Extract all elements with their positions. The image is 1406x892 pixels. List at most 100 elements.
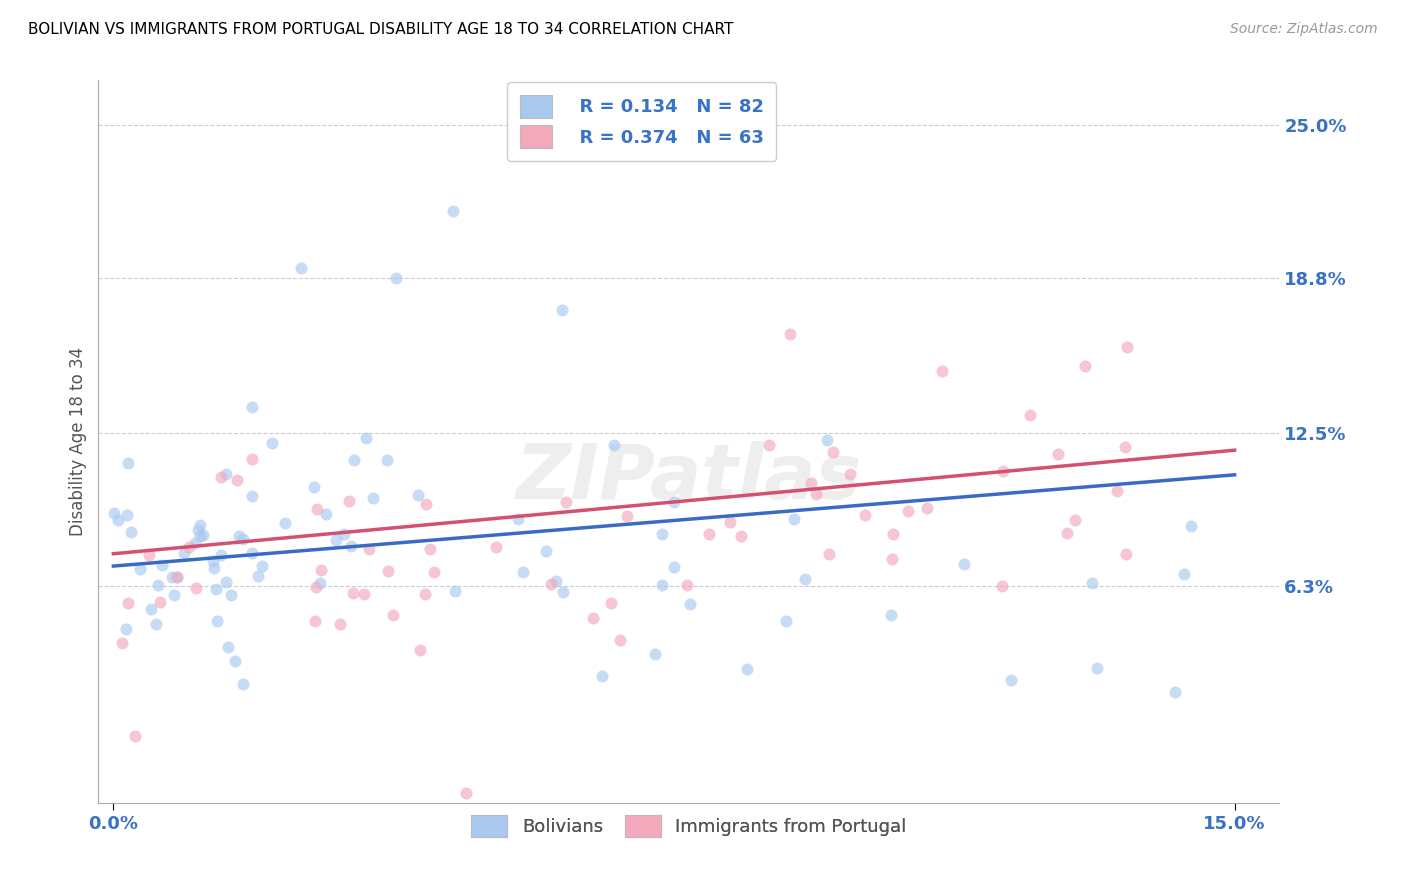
Point [1063, 513, 1085, 527]
Point [540, 576, 562, 591]
Point [103, 506, 125, 520]
Point [444, 583, 467, 598]
Point [117, 456, 139, 470]
Point [190, 529, 212, 543]
Point [818, 547, 841, 561]
Point [117, 508, 139, 523]
Point [145, 616, 167, 631]
Point [582, 611, 605, 625]
Point [882, 552, 904, 566]
Point [262, 436, 284, 450]
Point [544, 574, 567, 589]
Point [184, 582, 207, 596]
Point [1000, 673, 1022, 687]
Point [325, 533, 347, 547]
Point [138, 548, 160, 562]
Point [952, 557, 974, 571]
Point [664, 560, 686, 574]
Point [250, 559, 273, 574]
Point [991, 579, 1014, 593]
Point [1047, 447, 1070, 461]
Point [381, 607, 404, 622]
Point [1180, 518, 1202, 533]
Point [758, 438, 780, 452]
Point [423, 566, 446, 580]
Point [512, 565, 534, 579]
Point [215, 575, 238, 590]
Point [737, 661, 759, 675]
Point [215, 467, 238, 481]
Point [187, 523, 209, 537]
Y-axis label: Disability Age 18 to 34: Disability Age 18 to 34 [69, 347, 87, 536]
Point [274, 516, 297, 530]
Point [163, 589, 186, 603]
Point [150, 558, 173, 573]
Point [183, 536, 205, 550]
Point [309, 575, 332, 590]
Point [191, 528, 214, 542]
Point [329, 616, 352, 631]
Point [485, 541, 508, 555]
Point [224, 654, 246, 668]
Point [815, 434, 838, 448]
Point [304, 614, 326, 628]
Point [305, 580, 328, 594]
Point [240, 400, 263, 414]
Point [205, 582, 228, 597]
Point [377, 564, 399, 578]
Point [246, 569, 269, 583]
Point [202, 561, 225, 575]
Point [305, 502, 328, 516]
Point [354, 431, 377, 445]
Point [676, 578, 699, 592]
Point [148, 578, 170, 592]
Point [357, 541, 380, 556]
Point [290, 260, 312, 275]
Point [413, 586, 436, 600]
Point [730, 529, 752, 543]
Point [456, 786, 478, 800]
Point [554, 494, 576, 508]
Point [1114, 440, 1136, 454]
Point [166, 570, 188, 584]
Legend: Bolivians, Immigrants from Portugal: Bolivians, Immigrants from Portugal [464, 808, 914, 845]
Point [779, 327, 801, 342]
Point [917, 501, 939, 516]
Point [166, 570, 188, 584]
Point [340, 539, 363, 553]
Point [823, 445, 845, 459]
Point [718, 515, 741, 529]
Point [602, 438, 624, 452]
Point [806, 487, 828, 501]
Point [342, 586, 364, 600]
Point [1085, 661, 1108, 675]
Point [793, 572, 815, 586]
Point [551, 585, 574, 599]
Point [662, 495, 685, 509]
Point [129, 562, 152, 576]
Point [173, 546, 195, 560]
Point [609, 633, 631, 648]
Text: Source: ZipAtlas.com: Source: ZipAtlas.com [1230, 22, 1378, 37]
Point [385, 270, 408, 285]
Point [375, 452, 398, 467]
Text: BOLIVIAN VS IMMIGRANTS FROM PORTUGAL DISABILITY AGE 18 TO 34 CORRELATION CHART: BOLIVIAN VS IMMIGRANTS FROM PORTUGAL DIS… [28, 22, 734, 37]
Point [309, 563, 332, 577]
Point [1056, 526, 1078, 541]
Point [853, 508, 876, 523]
Point [302, 480, 325, 494]
Point [149, 595, 172, 609]
Point [406, 488, 429, 502]
Point [217, 640, 239, 654]
Point [1107, 483, 1129, 498]
Point [591, 669, 613, 683]
Point [415, 498, 437, 512]
Point [550, 302, 572, 317]
Point [333, 527, 356, 541]
Point [441, 204, 464, 219]
Point [1080, 576, 1102, 591]
Point [226, 473, 249, 487]
Point [800, 475, 823, 490]
Point [232, 676, 254, 690]
Point [600, 596, 623, 610]
